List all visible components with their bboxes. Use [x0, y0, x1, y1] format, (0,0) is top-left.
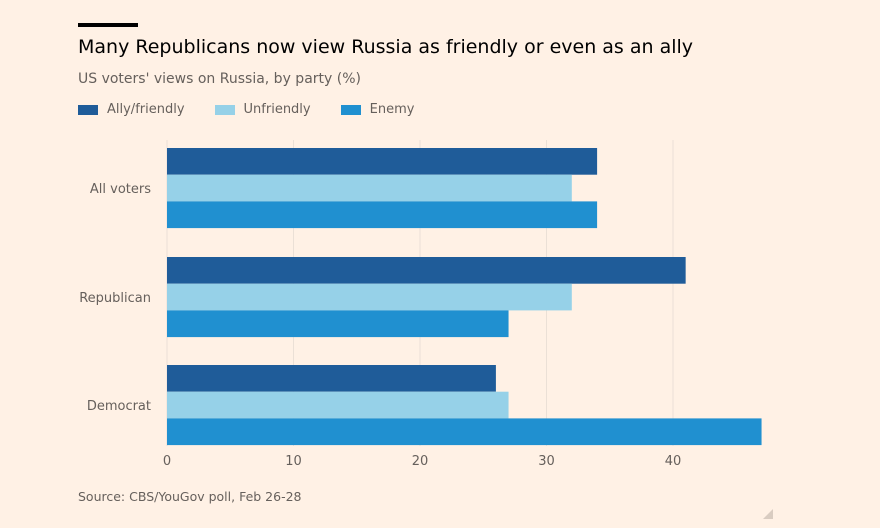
bar-unfriendly: [167, 391, 509, 419]
category-label: Republican: [79, 291, 151, 306]
x-tick-label: 40: [665, 454, 682, 469]
bar-ally-friendly: [167, 148, 598, 175]
bar-enemy: [167, 201, 598, 229]
category-label: All voters: [90, 182, 151, 197]
bar-unfriendly: [167, 283, 572, 311]
x-tick-label: 10: [285, 454, 302, 469]
legend-item: Unfriendly: [214, 102, 311, 117]
legend-swatch: [78, 104, 98, 115]
legend-item: Ally/friendly: [78, 102, 185, 117]
legend: Ally/friendly Unfriendly Enemy: [78, 102, 414, 117]
bar-enemy: [167, 310, 509, 338]
header-rule: [78, 23, 138, 27]
bar-enemy: [167, 418, 762, 446]
legend-swatch: [340, 104, 361, 115]
resize-handle: [763, 509, 773, 519]
x-tick-label: 20: [412, 454, 429, 469]
x-tick-label: 0: [163, 454, 171, 469]
category-label: Democrat: [87, 399, 151, 414]
chart-title: Many Republicans now view Russia as frie…: [78, 36, 694, 58]
legend-label: Ally/friendly: [107, 102, 185, 117]
source-note: Source: CBS/YouGov poll, Feb 26-28: [78, 489, 302, 504]
bar-unfriendly: [167, 174, 572, 202]
legend-label: Unfriendly: [243, 102, 311, 117]
legend-label: Enemy: [369, 102, 415, 117]
legend-item: Enemy: [340, 102, 415, 117]
x-tick-label: 30: [538, 454, 555, 469]
chart-subtitle: US voters' views on Russia, by party (%): [78, 71, 361, 87]
bar-ally-friendly: [167, 257, 686, 284]
legend-swatch: [214, 104, 235, 115]
bar-ally-friendly: [167, 365, 496, 392]
